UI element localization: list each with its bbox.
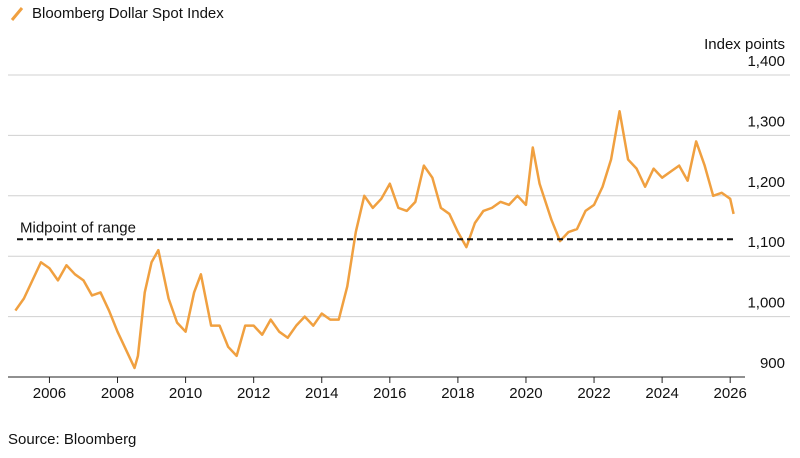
x-tick-label: 2014	[305, 385, 338, 402]
x-tick-label: 2024	[645, 385, 678, 402]
x-tick-label: 2026	[714, 385, 747, 402]
y-tick-label: 900	[760, 355, 785, 372]
x-tick-label: 2012	[237, 385, 270, 402]
y-tick-label: 1,400	[747, 53, 785, 70]
chart-title: Bloomberg Dollar Spot Index	[32, 5, 224, 22]
x-tick-label: 2016	[373, 385, 406, 402]
x-tick-label: 2018	[441, 385, 474, 402]
y-tick-label: 1,100	[747, 234, 785, 251]
x-tick-label: 2008	[101, 385, 134, 402]
y-tick-label: 1,000	[747, 295, 785, 312]
series-line	[14, 109, 735, 370]
legend-swatch	[10, 7, 24, 21]
x-tick-label: 2006	[33, 385, 66, 402]
x-tick-label: 2020	[509, 385, 542, 402]
reference-label: Midpoint of range	[20, 219, 136, 236]
source: Source: Bloomberg	[8, 431, 136, 448]
x-tick-label: 2010	[169, 385, 202, 402]
y-tick-label: 1,300	[747, 113, 785, 130]
x-tick-label: 2022	[577, 385, 610, 402]
y-tick-label: 1,200	[747, 174, 785, 191]
y-axis-label: Index points	[704, 36, 785, 53]
